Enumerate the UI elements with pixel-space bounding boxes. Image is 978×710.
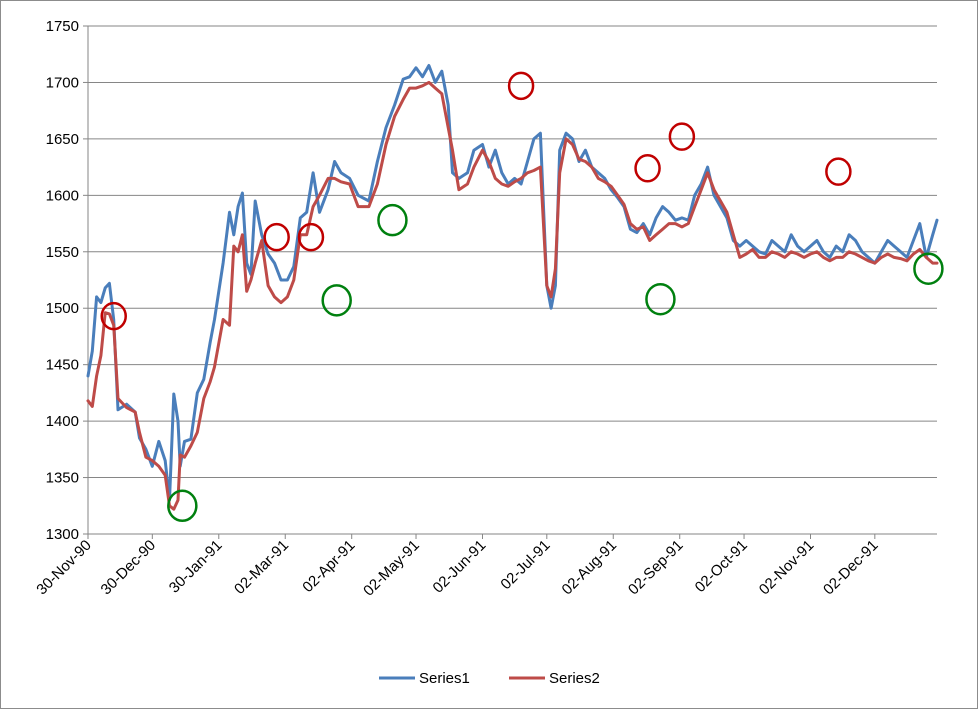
axes [83, 25, 937, 539]
legend-label: Series2 [549, 670, 600, 687]
series-line-series2 [86, 80, 939, 511]
x-tick-label: 02-Mar-91 [231, 537, 292, 598]
legend: Series1 Series2 [379, 670, 600, 687]
x-tick-label: 30-Dec-90 [98, 537, 160, 599]
legend-label: Series1 [419, 670, 470, 687]
x-tick-label: 30-Jan-91 [166, 537, 226, 597]
y-tick-label: 1600 [46, 187, 79, 204]
x-tick-label: 30-Nov-90 [33, 537, 95, 599]
y-tick-label: 1350 [46, 470, 79, 487]
y-tick-label: 1400 [46, 413, 79, 430]
y-tick-label: 1550 [46, 244, 79, 261]
annotation-circle [668, 122, 696, 151]
annotation-circle [634, 153, 661, 183]
y-tick-label: 1450 [46, 357, 79, 374]
y-tick-label: 1650 [46, 131, 79, 148]
x-tick-label: 02-Dec-91 [820, 537, 882, 599]
y-tick-label: 1700 [46, 74, 79, 91]
series-line-series1 [86, 64, 939, 502]
x-tick-label: 02-Nov-91 [756, 537, 818, 599]
annotation-circle [263, 222, 290, 252]
y-tick-labels: 1300 1350 1400 1450 1500 1550 1600 1650 1700 1750 [46, 18, 79, 543]
x-tick-label: 02-Jul-91 [497, 537, 553, 593]
annotation-circle [297, 222, 325, 252]
annotation-circles [100, 71, 944, 523]
annotation-circle [100, 301, 127, 331]
annotation-circle [167, 489, 198, 523]
annotation-circle [321, 284, 352, 317]
y-tick-label: 1750 [46, 18, 79, 35]
annotation-circle [377, 203, 408, 237]
y-tick-label: 1500 [46, 300, 79, 317]
annotation-circle [645, 282, 676, 316]
x-tick-label: 02-Sep-91 [625, 537, 687, 599]
annotation-circle [825, 157, 852, 186]
y-tick-label: 1300 [46, 526, 79, 543]
series-lines [86, 64, 939, 511]
x-tick-label: 02-Jun-91 [430, 537, 490, 597]
x-tick-label: 02-May-91 [360, 537, 423, 600]
x-tick-label: 02-Oct-91 [692, 537, 751, 596]
annotation-circle [913, 252, 944, 285]
x-tick-label: 02-Apr-91 [299, 537, 358, 596]
x-tick-labels: 30-Nov-90 30-Dec-90 30-Jan-91 02-Mar-91 02-A… [33, 537, 881, 600]
x-tick-label: 02-Aug-91 [559, 537, 621, 599]
annotation-circle [507, 71, 535, 101]
